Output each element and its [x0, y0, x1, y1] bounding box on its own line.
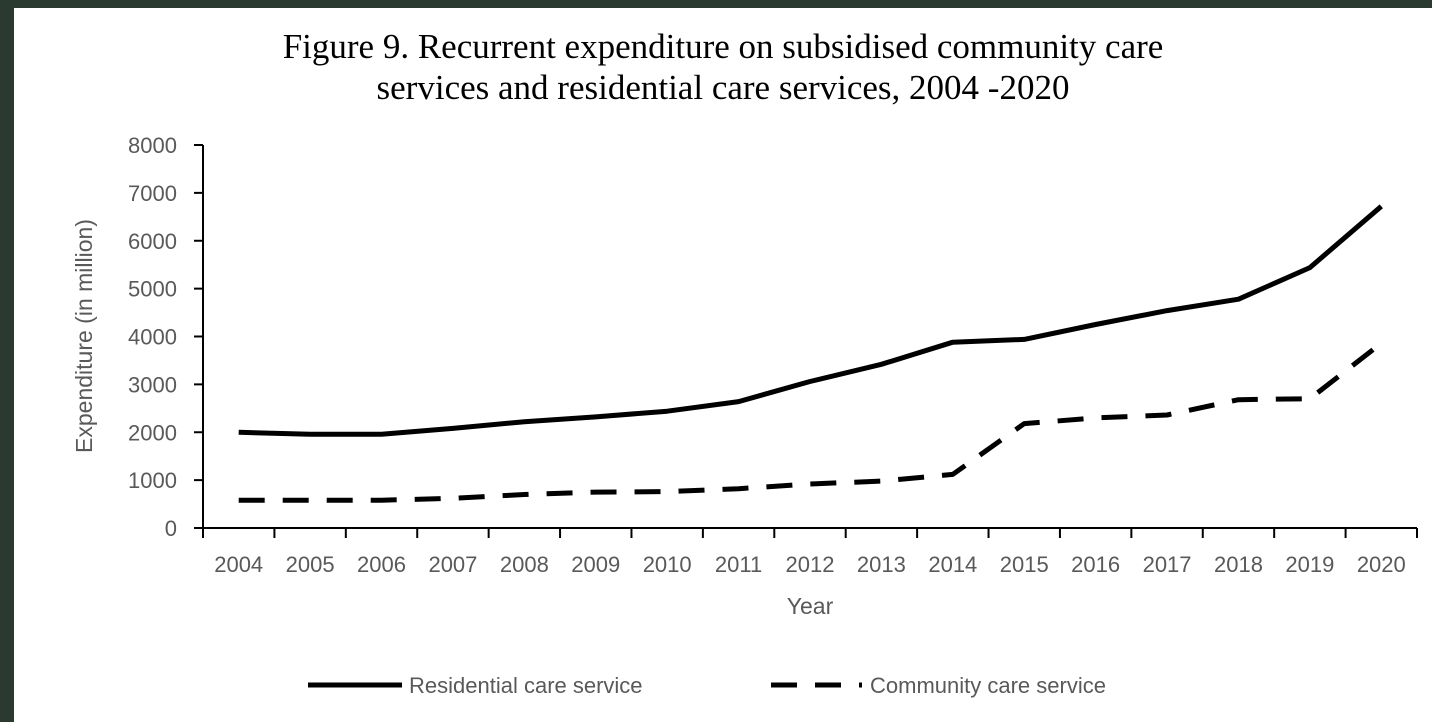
x-tick-label: 2014: [928, 552, 977, 577]
y-tick-label: 8000: [128, 133, 177, 158]
y-tick-label: 4000: [128, 325, 177, 350]
x-tick-label: 2015: [1000, 552, 1049, 577]
x-tick-label: 2013: [857, 552, 906, 577]
y-tick-label: 6000: [128, 229, 177, 254]
x-tick-label: 2016: [1071, 552, 1120, 577]
chart-title-line2: services and residential care services, …: [376, 68, 1070, 107]
y-tick-label: 5000: [128, 277, 177, 302]
x-tick-label: 2010: [643, 552, 692, 577]
y-tick-label: 7000: [128, 181, 177, 206]
y-tick-label: 0: [165, 516, 177, 541]
x-tick-label: 2012: [786, 552, 835, 577]
x-tick-label: 2011: [715, 552, 762, 577]
chart-title: Figure 9. Recurrent expenditure on subsi…: [0, 26, 1432, 108]
community-care-series-line: [238, 341, 1383, 503]
x-tick-label: 2006: [357, 552, 406, 577]
y-axis-title: Expenditure (in million): [71, 219, 97, 453]
residential-care-series-line: [238, 204, 1383, 437]
legend-label-community: Community care service: [870, 673, 1106, 698]
x-tick-label: 2004: [214, 552, 263, 577]
series-layer: [238, 204, 1383, 503]
x-tick-label: 2007: [428, 552, 477, 577]
x-tick-label: 2008: [500, 552, 549, 577]
x-tick-label: 2019: [1285, 552, 1334, 577]
legend: Residential care service Community care s…: [308, 673, 1106, 698]
chart-frame: [14, 8, 1432, 722]
x-tick-label: 2005: [286, 552, 335, 577]
x-tick-label: 2020: [1357, 552, 1406, 577]
y-axis: 0 1000 2000 3000 4000 5000 6000 7000 8000: [128, 133, 204, 541]
x-axis: 2004 2005 2006 2007 2008 2009 2010 2011 2012 2013…: [202, 527, 1418, 577]
legend-label-residential: Residential care service: [409, 673, 643, 698]
x-axis-title: Year: [787, 593, 834, 619]
y-tick-label: 3000: [128, 372, 177, 397]
y-tick-label: 1000: [128, 468, 177, 493]
x-tick-label: 2018: [1214, 552, 1263, 577]
y-tick-label: 2000: [128, 420, 177, 445]
chart-title-line1: Figure 9. Recurrent expenditure on subsi…: [282, 27, 1164, 66]
x-tick-label: 2017: [1143, 552, 1192, 577]
x-tick-label: 2009: [571, 552, 620, 577]
